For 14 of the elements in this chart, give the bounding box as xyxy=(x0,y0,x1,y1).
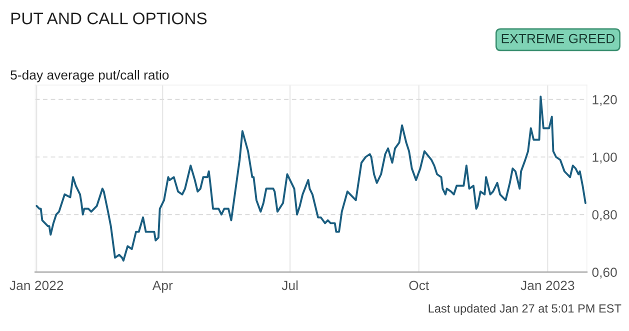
y-tick-label: 1,00 xyxy=(592,152,617,164)
chart-subtitle: 5-day average put/call ratio xyxy=(10,70,169,82)
x-tick-label: Jan 2023 xyxy=(520,280,574,290)
x-tick-label: Jul xyxy=(282,280,298,290)
chart-title: PUT AND CALL OPTIONS xyxy=(11,12,207,24)
y-tick-label: 0,60 xyxy=(592,268,617,279)
x-tick-label: Jan 2022 xyxy=(10,280,64,290)
x-tick-label: Oct xyxy=(409,280,430,290)
y-tick-label: 1,20 xyxy=(592,95,617,106)
line-series xyxy=(36,96,586,262)
text: Last updated Jan 27 at 5:01 PM EST xyxy=(428,304,622,315)
y-tick-label: 0,80 xyxy=(592,210,617,222)
text: EXTREME GREED xyxy=(502,34,615,44)
x-tick-label: Apr xyxy=(152,280,173,293)
